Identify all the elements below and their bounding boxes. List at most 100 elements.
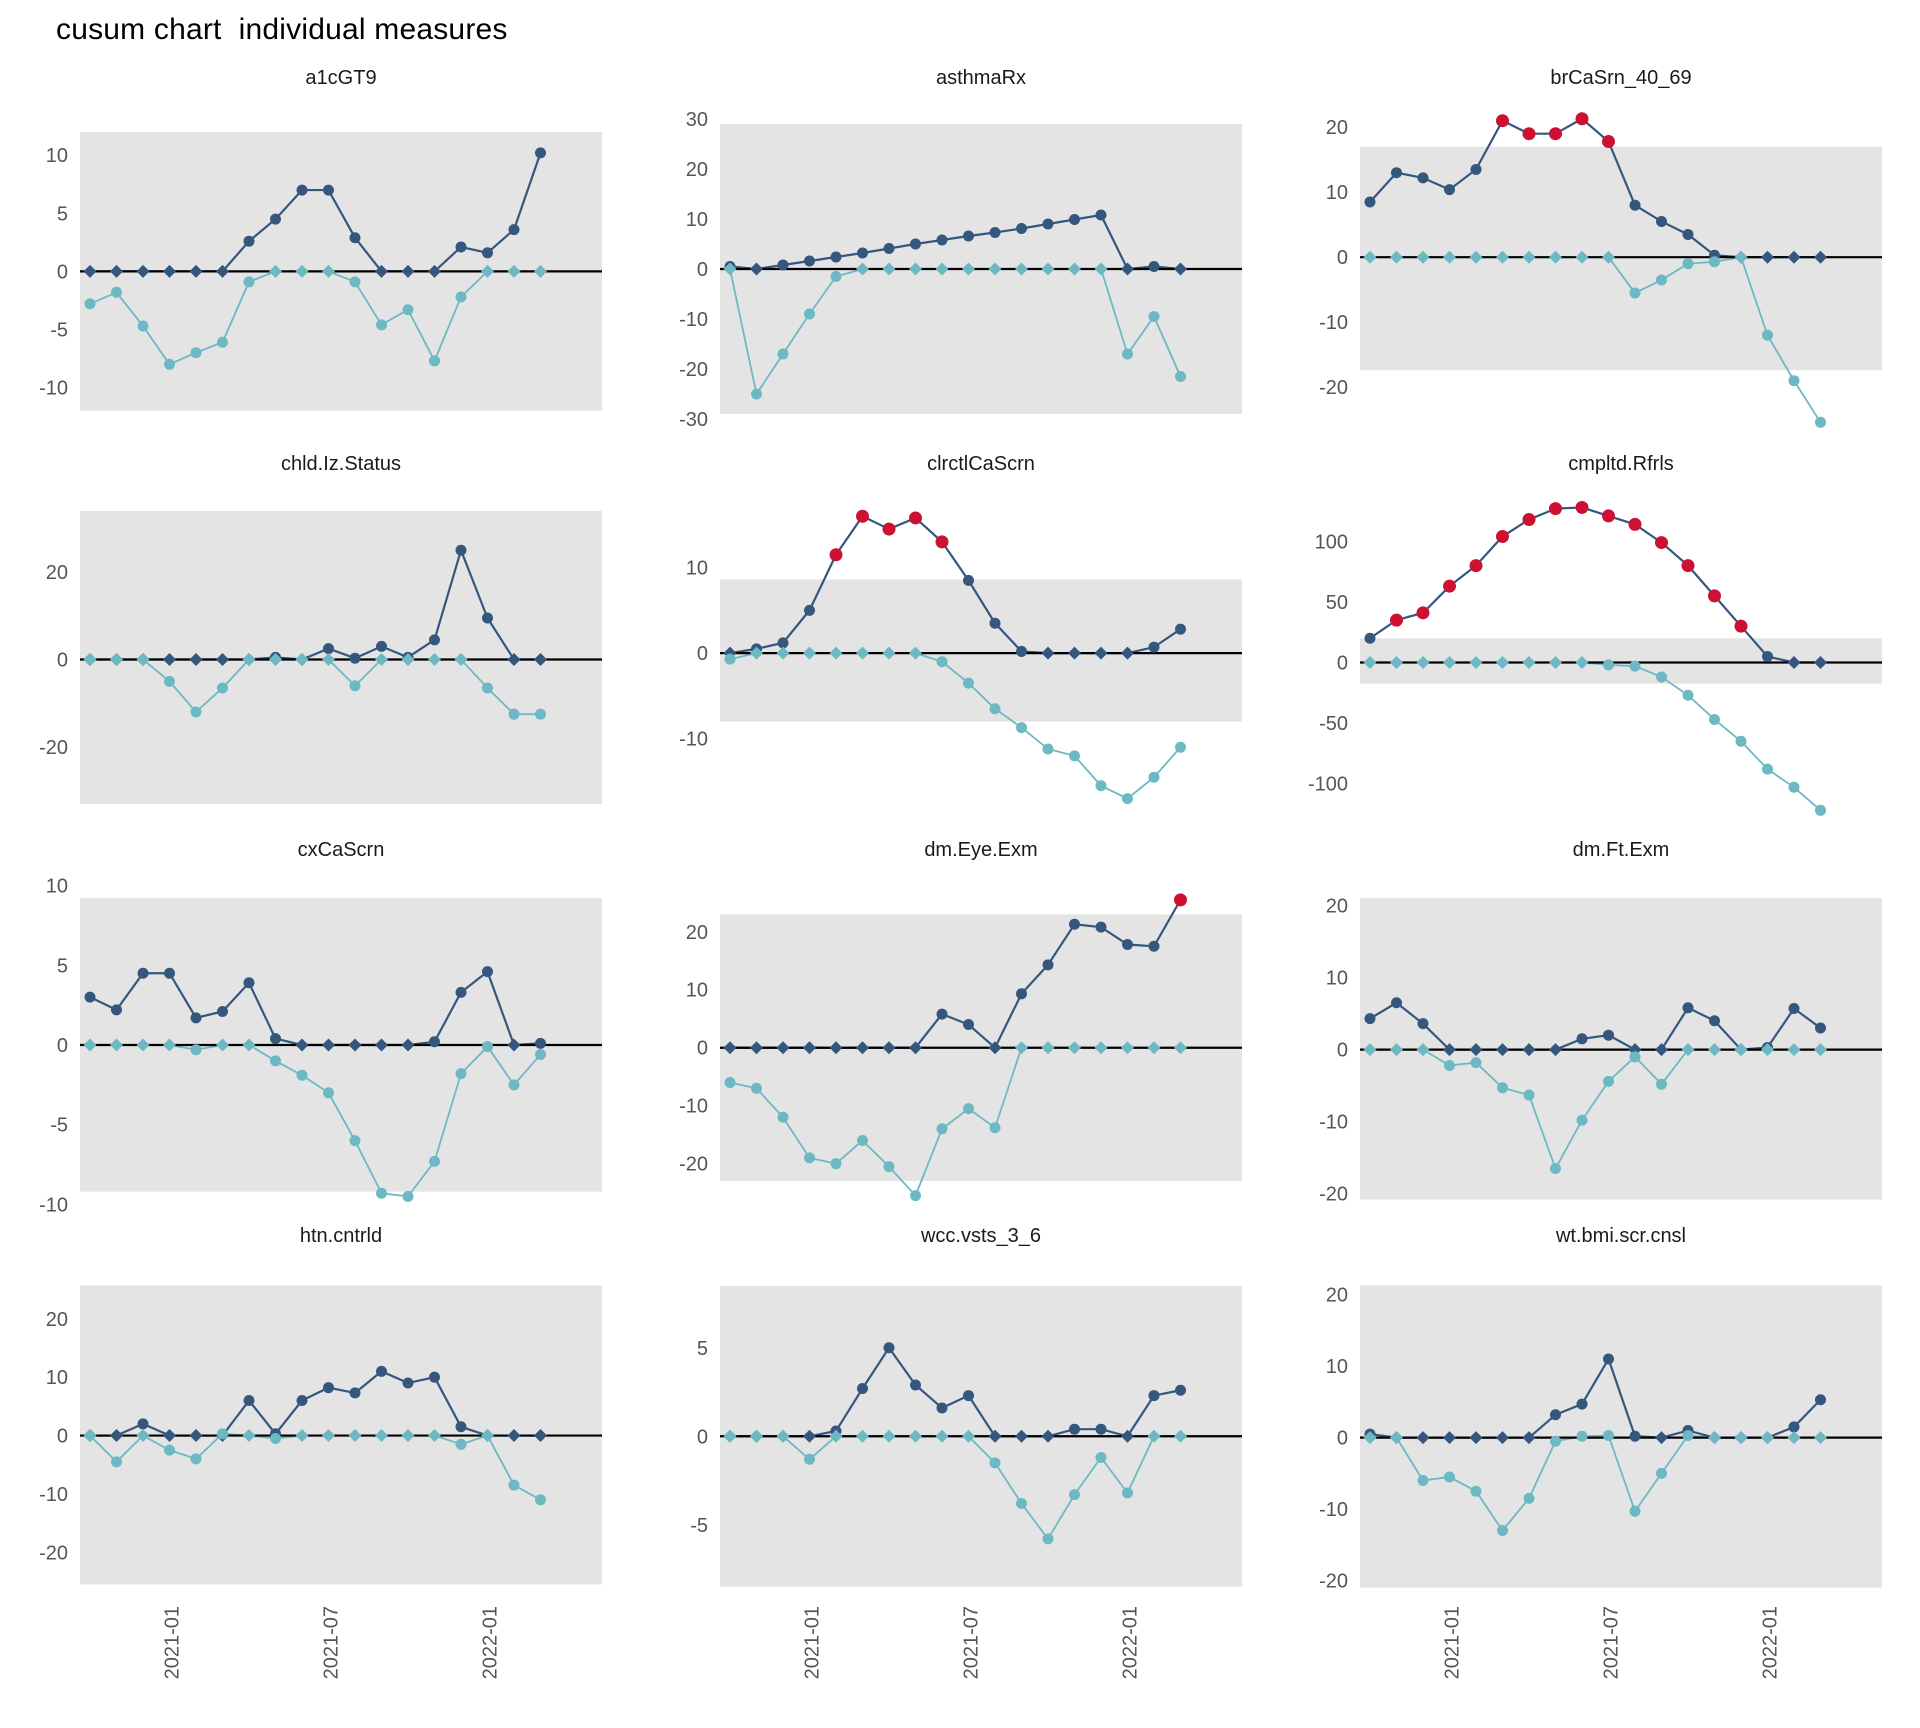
data-point xyxy=(1629,660,1641,672)
facet-title: asthmaRx xyxy=(936,67,1026,89)
data-point xyxy=(989,703,1001,715)
data-point xyxy=(243,977,255,989)
data-point xyxy=(804,604,815,616)
y-tick-label: 0 xyxy=(697,643,708,665)
data-point xyxy=(1364,1013,1376,1025)
data-point xyxy=(1815,804,1826,816)
y-tick-label: 0 xyxy=(1337,653,1348,675)
data-point xyxy=(1629,287,1641,299)
data-point xyxy=(323,1087,334,1099)
signal-point xyxy=(829,548,843,562)
data-point xyxy=(1787,1043,1801,1057)
data-point xyxy=(243,235,255,247)
signal-point xyxy=(909,511,922,525)
data-point xyxy=(163,653,176,667)
data-point xyxy=(1496,1043,1509,1057)
control-limit-band xyxy=(80,510,602,804)
data-point xyxy=(1416,1043,1430,1057)
data-point xyxy=(1761,1043,1774,1057)
panel-wt.bmi.scr.cnsl: wt.bmi.scr.cnsl 20 10 0 -10 -20 2021-01 2021-07… xyxy=(1319,1225,1882,1679)
x-tick-label: 2022-01 xyxy=(1760,1606,1782,1679)
data-point xyxy=(1709,256,1720,268)
data-point xyxy=(1550,1409,1561,1421)
data-point xyxy=(1734,250,1748,264)
data-point xyxy=(1656,274,1667,286)
data-point xyxy=(1148,940,1160,952)
data-point xyxy=(402,1190,414,1202)
data-point xyxy=(1390,250,1403,264)
data-point xyxy=(1734,1043,1748,1057)
data-point xyxy=(1575,250,1589,264)
data-point xyxy=(1416,656,1430,670)
data-point xyxy=(1496,656,1509,670)
cusum-lower-line xyxy=(1370,661,1822,811)
data-point xyxy=(723,1041,737,1055)
data-point xyxy=(323,643,334,655)
data-point xyxy=(1602,250,1615,264)
data-point xyxy=(1814,250,1827,264)
y-tick-label: 10 xyxy=(1326,1356,1348,1378)
data-point xyxy=(1496,250,1509,264)
data-point xyxy=(803,1429,816,1443)
data-point xyxy=(429,1036,440,1048)
data-point xyxy=(1549,1043,1562,1057)
data-point xyxy=(1522,250,1536,264)
data-point xyxy=(829,646,843,660)
panel-brCaSrn_40_69: brCaSrn_40_69 20 10 0 -10 -20 xyxy=(1319,67,1882,428)
data-point xyxy=(1444,1059,1455,1071)
data-point xyxy=(1469,250,1483,264)
data-point xyxy=(402,304,414,316)
y-tick-label: 30 xyxy=(686,109,708,131)
data-point xyxy=(428,653,441,667)
data-point xyxy=(1016,223,1027,234)
signal-point xyxy=(1549,127,1562,141)
data-point xyxy=(1443,250,1456,264)
data-point xyxy=(1095,1452,1107,1464)
y-tick-label: 20 xyxy=(686,159,708,181)
data-point xyxy=(375,1429,388,1443)
data-point xyxy=(1815,1022,1826,1034)
data-point xyxy=(750,1041,763,1055)
data-point xyxy=(110,1038,123,1052)
data-point xyxy=(83,264,97,278)
data-point xyxy=(1656,1078,1667,1090)
x-tick-label: 2021-07 xyxy=(1601,1606,1623,1679)
facet-title: cmpltd.Rfrls xyxy=(1568,453,1674,475)
data-point xyxy=(508,708,520,720)
data-point xyxy=(1363,656,1377,670)
data-point xyxy=(776,646,790,660)
data-point xyxy=(988,262,1002,276)
data-point xyxy=(1603,1353,1614,1365)
signal-point xyxy=(1575,500,1589,514)
data-point xyxy=(1788,375,1800,387)
y-tick-label: 0 xyxy=(1337,247,1348,269)
data-point xyxy=(1391,167,1402,179)
data-point xyxy=(482,1041,493,1053)
data-point xyxy=(481,1429,494,1443)
data-point xyxy=(804,1453,815,1465)
panel-dm.Ft.Exm: dm.Ft.Exm 20 10 0 -10 -20 xyxy=(1319,839,1882,1206)
data-point xyxy=(401,1038,415,1052)
data-point xyxy=(1122,348,1133,360)
x-tick-label: 2021-07 xyxy=(961,1606,983,1679)
data-point xyxy=(1174,262,1187,276)
data-point xyxy=(1095,1423,1107,1435)
data-point xyxy=(1068,1041,1081,1055)
data-point xyxy=(137,1418,149,1430)
data-point xyxy=(376,319,387,331)
panel-dm.Eye.Exm: dm.Eye.Exm 20 10 0 -10 -20 xyxy=(679,839,1242,1202)
data-point xyxy=(348,1429,362,1443)
data-point xyxy=(534,653,547,667)
data-point xyxy=(936,1123,948,1135)
data-point xyxy=(83,1038,97,1052)
data-point xyxy=(216,1038,229,1052)
y-tick-label: 20 xyxy=(686,922,708,944)
data-point xyxy=(1708,1043,1721,1057)
data-point xyxy=(190,1453,202,1465)
data-point xyxy=(349,1135,361,1147)
data-point xyxy=(1174,1041,1187,1055)
data-point xyxy=(777,259,789,271)
data-point xyxy=(164,675,175,687)
data-point xyxy=(830,1158,842,1170)
data-point xyxy=(829,1429,843,1443)
